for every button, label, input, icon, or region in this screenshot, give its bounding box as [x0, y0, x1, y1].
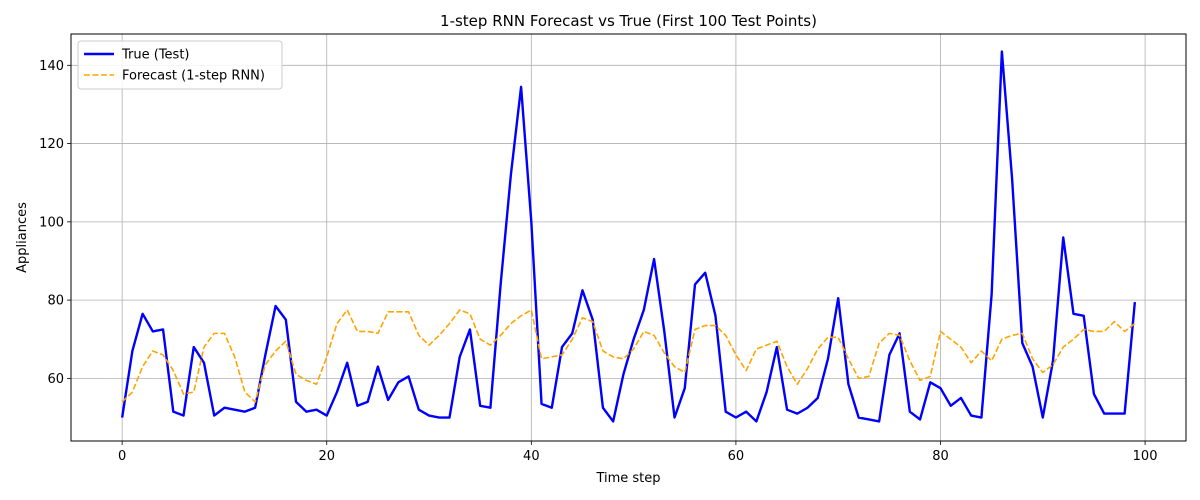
series-lines: [120, 50, 1137, 423]
y-tick-label: 120: [39, 137, 64, 152]
x-tick-label: 60: [728, 449, 745, 464]
legend-label-true: True (Test): [121, 48, 190, 63]
y-tick-label: 140: [39, 59, 64, 74]
series-line-true: [120, 50, 1137, 423]
legend: True (Test) Forecast (1-step RNN): [77, 40, 283, 90]
y-tick-label: 80: [47, 294, 64, 309]
y-axis-title: Appliances: [15, 202, 30, 273]
chart-title: 1-step RNN Forecast vs True (First 100 T…: [440, 12, 817, 30]
x-tick-label: 100: [1133, 449, 1158, 464]
x-tick-label: 40: [523, 449, 540, 464]
x-axis-title: Time step: [595, 471, 660, 486]
y-tick-label: 100: [39, 215, 64, 230]
legend-box: [77, 40, 283, 90]
y-tick-label: 60: [47, 372, 64, 387]
plot-frame: [70, 33, 1187, 442]
series-line-forecast: [121, 309, 1136, 403]
x-tick-label: 20: [318, 449, 335, 464]
legend-label-forecast: Forecast (1-step RNN): [122, 69, 265, 84]
x-tick-label: 80: [932, 449, 949, 464]
axis-ticks: 0 20 40 60 80 100 60 80 100 120 140: [39, 59, 1157, 464]
x-tick-label: 0: [118, 449, 126, 464]
